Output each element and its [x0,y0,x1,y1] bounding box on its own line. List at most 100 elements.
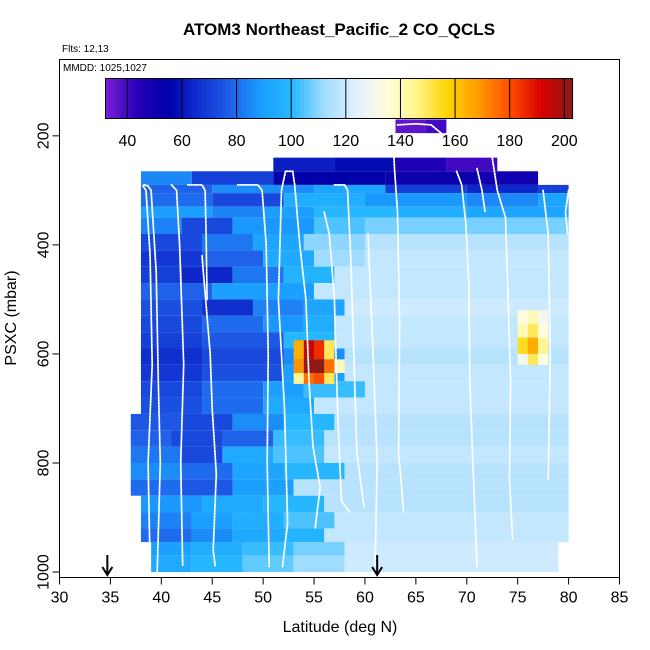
heatmap-cell [222,430,274,447]
heatmap-cell [263,250,315,267]
colorbar-swatch [167,78,173,119]
heatmap-cell [202,495,264,513]
heatmap-cell [283,193,365,207]
colorbar-swatch [416,78,422,119]
heatmap-cell [273,446,325,463]
x-tick-label: 30 [51,590,69,607]
heatmap-cell [263,206,315,218]
colorbar-swatch [506,78,511,119]
heatmap-cell [140,171,192,185]
heatmap-cell [314,397,569,414]
colorbar-swatch [451,78,457,119]
colorbar-swatch [518,78,523,119]
colorbar-swatch [467,78,472,119]
heatmap-cell [140,512,192,529]
colorbar-swatch [183,78,188,119]
flight-track-line [142,185,154,568]
colorbar-swatch [529,78,535,119]
heatmap-cell [293,359,304,374]
heatmap-cell [395,157,447,172]
colorbar-swatch [288,78,293,119]
heatmap-cell [252,233,304,251]
flight-track-line [236,183,271,568]
colorbar-swatch [206,78,212,119]
colorbar-swatch [303,78,309,119]
colorbar-swatch [381,78,387,119]
heatmap-cell [283,512,335,529]
heatmap-cell [283,413,335,431]
colorbar-swatch [156,78,161,119]
heatmap-cell [385,184,467,194]
flight-track-line [455,170,478,568]
heatmap-cell [324,446,569,463]
heatmap-cell [181,217,233,234]
heatmap-cell [273,171,386,185]
chart-title: ATOM3 Northeast_Pacific_2 CO_QCLS [183,20,495,39]
heatmap-cell [263,495,325,513]
heatmap-cell [191,528,233,543]
heatmap-cell [293,373,304,384]
colorbar-swatch [482,78,488,119]
heatmap-cell [334,512,569,529]
y-tick-label: 1000 [36,554,53,590]
colorbar-swatch [533,78,539,119]
heatmap-cell [314,217,365,234]
colorbar-tick-label: 160 [442,133,469,150]
colorbar-swatch [276,78,282,119]
heatmap-cell [466,184,539,194]
colorbar-swatch [447,78,453,119]
colorbar-swatch [475,78,480,119]
heatmap-cell [303,340,315,360]
colorbar-swatch [525,78,531,119]
x-tick-label: 85 [611,590,629,607]
colorbar-swatch [191,78,196,119]
heatmap-cell [334,157,396,172]
colorbar-swatch [121,78,126,119]
colorbar-tick-label: 140 [387,133,414,150]
colorbar-swatch [315,78,321,119]
x-tick-label: 40 [152,590,170,607]
y-tick-label: 200 [36,122,53,149]
heatmap-cell [466,206,569,218]
colorbar-swatch [265,78,270,119]
colorbar-swatch [514,78,519,119]
x-tick-label: 60 [356,590,374,607]
colorbar-ticks: 40 60 80 100 120 140 160 180 200 [118,78,578,150]
colorbar-swatch [486,78,492,119]
colorbar-swatch [545,78,550,119]
colorbar-swatch [366,78,371,119]
heatmap-cell [202,332,284,349]
heatmap-cell [140,381,203,398]
heatmap-cell [466,193,539,207]
heatmap-cell [181,413,233,431]
colorbar-swatch [385,78,391,119]
colorbar-swatch [268,78,274,119]
colorbar-swatch [195,78,200,119]
heatmap-cells [130,119,569,573]
heatmap-cell [538,184,569,194]
colorbar-swatch [432,78,437,119]
colorbar-tick-label: 200 [551,133,578,150]
heatmap-cell [344,555,559,573]
heatmap-cell [334,266,569,284]
heatmap-cell [538,323,549,338]
colorbar-swatch [556,78,562,119]
heatmap-cell [527,310,539,324]
flight-track-line [186,183,209,301]
colorbar-swatch [401,78,406,119]
heatmap-cell [283,528,325,543]
heatmap-cell [202,381,264,398]
heatmap-cell [303,381,365,398]
heatmap-cell [517,353,528,365]
latitude-arrows [101,555,384,577]
heatmap-cell [314,283,569,300]
heatmap-cell [426,119,447,134]
heatmap-cell [191,555,243,573]
heatmap-cell [202,233,253,251]
heatmap-cell [324,430,569,447]
heatmap-cell [527,323,539,338]
colorbar-swatch [307,78,313,119]
colorbar-swatch [222,78,227,119]
colorbar-swatch [409,78,414,119]
heatmap-cell [202,348,284,365]
